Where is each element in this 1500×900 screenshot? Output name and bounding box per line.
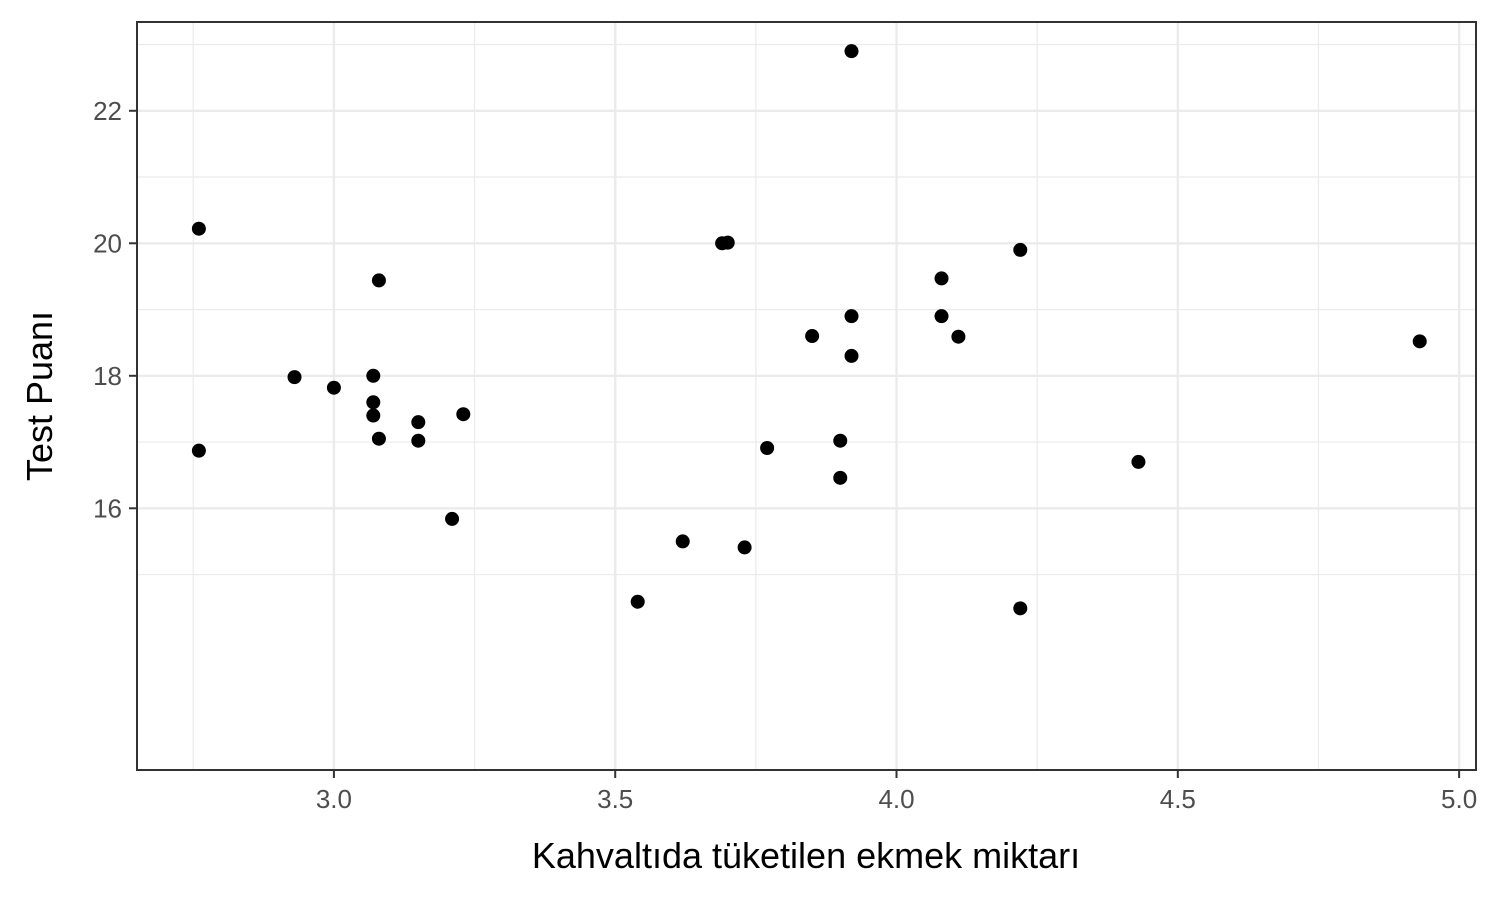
data-point [1013, 242, 1028, 257]
axis-ticks [129, 109, 1461, 778]
y-axis-title: Test Puanı [19, 311, 60, 481]
major-gridlines [137, 22, 1476, 770]
data-point [191, 443, 206, 458]
y-tick-label: 16 [93, 493, 122, 523]
data-point [411, 415, 426, 430]
data-point [366, 395, 381, 410]
data-point [805, 329, 820, 344]
y-tick-label: 18 [93, 361, 122, 391]
y-tick-label: 20 [93, 228, 122, 258]
data-point [191, 221, 206, 236]
y-tick-label: 22 [93, 96, 122, 126]
data-point [833, 470, 848, 485]
data-point [675, 534, 690, 549]
data-point [1013, 601, 1028, 616]
data-point [366, 368, 381, 383]
data-point [951, 329, 966, 344]
x-tick-label: 4.5 [1160, 784, 1196, 814]
data-point [737, 540, 752, 555]
data-point [934, 309, 949, 324]
data-point [326, 380, 341, 395]
x-tick-label: 3.5 [597, 784, 633, 814]
x-tick-label: 5.0 [1441, 784, 1477, 814]
data-point [411, 433, 426, 448]
data-points [191, 44, 1427, 616]
data-point [1412, 334, 1427, 349]
data-point [1131, 454, 1146, 469]
plot-panel-border [136, 21, 1477, 771]
data-point [445, 511, 460, 526]
x-tick-label: 3.0 [316, 784, 352, 814]
x-tick-label: 4.0 [878, 784, 914, 814]
data-point [844, 309, 859, 324]
x-axis-tick-labels: 3.0 3.5 4.0 4.5 5.0 [316, 784, 1477, 814]
data-point [833, 433, 848, 448]
data-point [844, 348, 859, 363]
data-point [760, 441, 775, 456]
data-point [720, 235, 735, 250]
y-axis-tick-labels: 16 18 20 22 [93, 96, 122, 524]
x-axis-title: Kahvaltıda tüketilen ekmek miktarı [532, 835, 1080, 876]
data-point [287, 370, 302, 385]
data-point [934, 271, 949, 286]
data-point [371, 431, 386, 446]
data-point [371, 273, 386, 288]
minor-gridlines [137, 22, 1476, 770]
data-point [366, 408, 381, 423]
data-point [630, 594, 645, 609]
data-point [456, 407, 471, 422]
plot-panel-background [137, 22, 1476, 770]
data-point [844, 44, 859, 59]
